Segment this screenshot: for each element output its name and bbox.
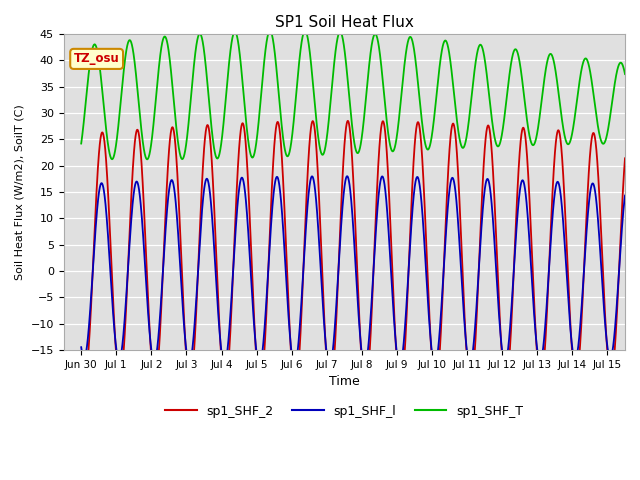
Legend: sp1_SHF_2, sp1_SHF_l, sp1_SHF_T: sp1_SHF_2, sp1_SHF_l, sp1_SHF_T (160, 400, 529, 423)
Text: TZ_osu: TZ_osu (74, 52, 120, 65)
Y-axis label: Soil Heat Flux (W/m2), SoilT (C): Soil Heat Flux (W/m2), SoilT (C) (15, 104, 25, 280)
Title: SP1 Soil Heat Flux: SP1 Soil Heat Flux (275, 15, 414, 30)
X-axis label: Time: Time (329, 375, 360, 388)
